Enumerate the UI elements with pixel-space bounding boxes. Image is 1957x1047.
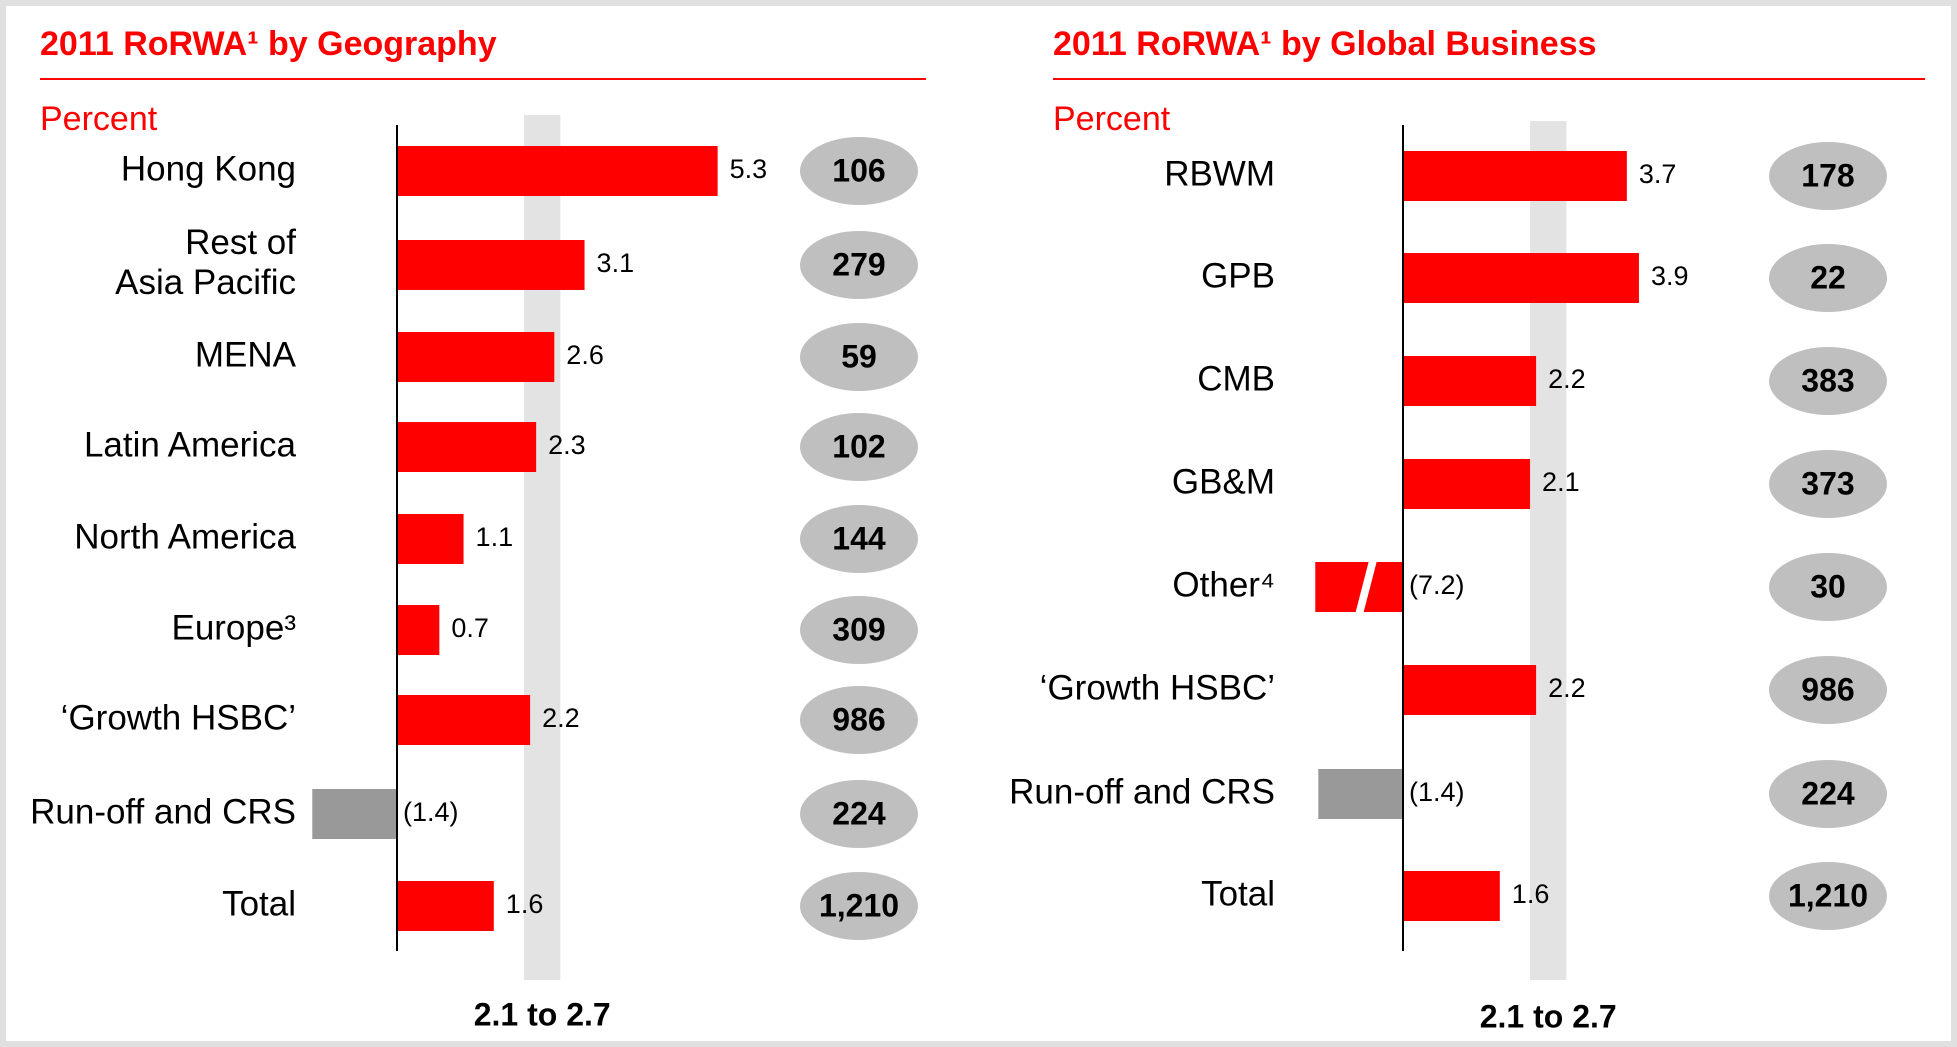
value-label: 2.2 (1548, 673, 1586, 703)
target-band (1530, 121, 1567, 980)
value-label: 3.1 (597, 248, 635, 278)
rwa-ellipse (800, 413, 918, 481)
value-label: 0.7 (451, 613, 489, 643)
rwa-ellipse (1769, 760, 1887, 828)
category-label: RBWM (1164, 154, 1275, 193)
bar (397, 605, 440, 655)
rwa-ellipse (1769, 862, 1887, 930)
bar (1403, 253, 1639, 303)
category-label: Europe³ (171, 608, 296, 647)
category-label: Run-off and CRS (1009, 772, 1275, 811)
rwa-ellipse (800, 505, 918, 573)
value-label: 5.3 (730, 154, 768, 184)
bar (1403, 356, 1537, 406)
target-label: 2.1 to 2.7 (474, 996, 611, 1032)
chart-title: 2011 RoRWA¹ by Geography (40, 25, 497, 63)
category-label: North America (74, 517, 296, 556)
value-label: 2.2 (542, 703, 580, 733)
category-label: GB&M (1172, 462, 1275, 501)
rwa-label: 373 (1801, 465, 1854, 501)
value-label: 3.7 (1639, 159, 1677, 189)
bar (1403, 665, 1537, 715)
value-label: 3.9 (1651, 261, 1689, 291)
category-label: Other⁴ (1172, 565, 1275, 604)
rwa-label: 30 (1810, 568, 1846, 604)
bar (1403, 871, 1500, 921)
category-label: CMB (1197, 359, 1275, 398)
rwa-label: 102 (832, 428, 885, 464)
bar (1318, 769, 1403, 819)
rwa-ellipse (1769, 553, 1887, 621)
rwa-label: 279 (832, 246, 885, 282)
rwa-label: 22 (1810, 259, 1846, 295)
bar (397, 695, 531, 745)
bar (397, 514, 464, 564)
rwa-label: 59 (841, 338, 877, 374)
value-label: 2.2 (1548, 364, 1586, 394)
rwa-label: 383 (1801, 362, 1854, 398)
bar (397, 146, 718, 196)
category-label: GPB (1201, 256, 1275, 295)
axis-break (1355, 560, 1378, 614)
bar (1403, 151, 1627, 201)
rwa-ellipse (1769, 244, 1887, 312)
value-label: (1.4) (1409, 777, 1465, 807)
value-label: 1.6 (506, 889, 544, 919)
value-label: 2.3 (548, 430, 586, 460)
category-label: Total (1201, 874, 1275, 913)
category-label: MENA (195, 335, 297, 374)
value-label: 1.1 (476, 522, 514, 552)
category-label: Hong Kong (121, 149, 296, 188)
value-label: 2.1 (1542, 467, 1580, 497)
rwa-label: 1,210 (819, 887, 899, 923)
rwa-ellipse (800, 137, 918, 205)
value-label: (7.2) (1409, 570, 1465, 600)
rwa-ellipse (800, 780, 918, 848)
rwa-label: 144 (832, 520, 886, 556)
chart-title: 2011 RoRWA¹ by Global Business (1053, 25, 1597, 63)
bar (397, 422, 537, 472)
category-label: Total (222, 884, 296, 923)
category-label: Rest of Asia Pacific (115, 223, 296, 302)
value-label: 1.6 (1512, 879, 1550, 909)
rwa-ellipse (800, 596, 918, 664)
category-label: ‘Growth HSBC’ (61, 698, 296, 737)
bar (397, 240, 585, 290)
category-label: Run-off and CRS (30, 792, 296, 831)
bar (397, 881, 494, 931)
rwa-label: 986 (1801, 671, 1854, 707)
rwa-label: 309 (832, 611, 885, 647)
target-label: 2.1 to 2.7 (1480, 998, 1617, 1034)
rwa-label: 106 (832, 152, 885, 188)
rwa-ellipse (1769, 656, 1887, 724)
rwa-ellipse (800, 872, 918, 940)
rwa-ellipse (800, 686, 918, 754)
value-label: (1.4) (403, 797, 459, 827)
rwa-label: 1,210 (1788, 877, 1868, 913)
rwa-ellipse (1769, 347, 1887, 415)
rwa-label: 224 (832, 795, 886, 831)
bar (312, 789, 397, 839)
rwa-label: 986 (832, 701, 885, 737)
rwa-ellipse (800, 323, 918, 391)
category-label: Latin America (84, 425, 297, 464)
value-label: 2.6 (566, 340, 604, 370)
rwa-ellipse (1769, 450, 1887, 518)
category-label: ‘Growth HSBC’ (1040, 668, 1275, 707)
rwa-ellipse (800, 231, 918, 299)
bar (1403, 459, 1531, 509)
rwa-label: 178 (1801, 157, 1854, 193)
rwa-ellipse (1769, 142, 1887, 210)
rwa-label: 224 (1801, 775, 1855, 811)
subtitle: Percent (1053, 100, 1171, 138)
subtitle: Percent (40, 100, 158, 138)
bar (397, 332, 555, 382)
